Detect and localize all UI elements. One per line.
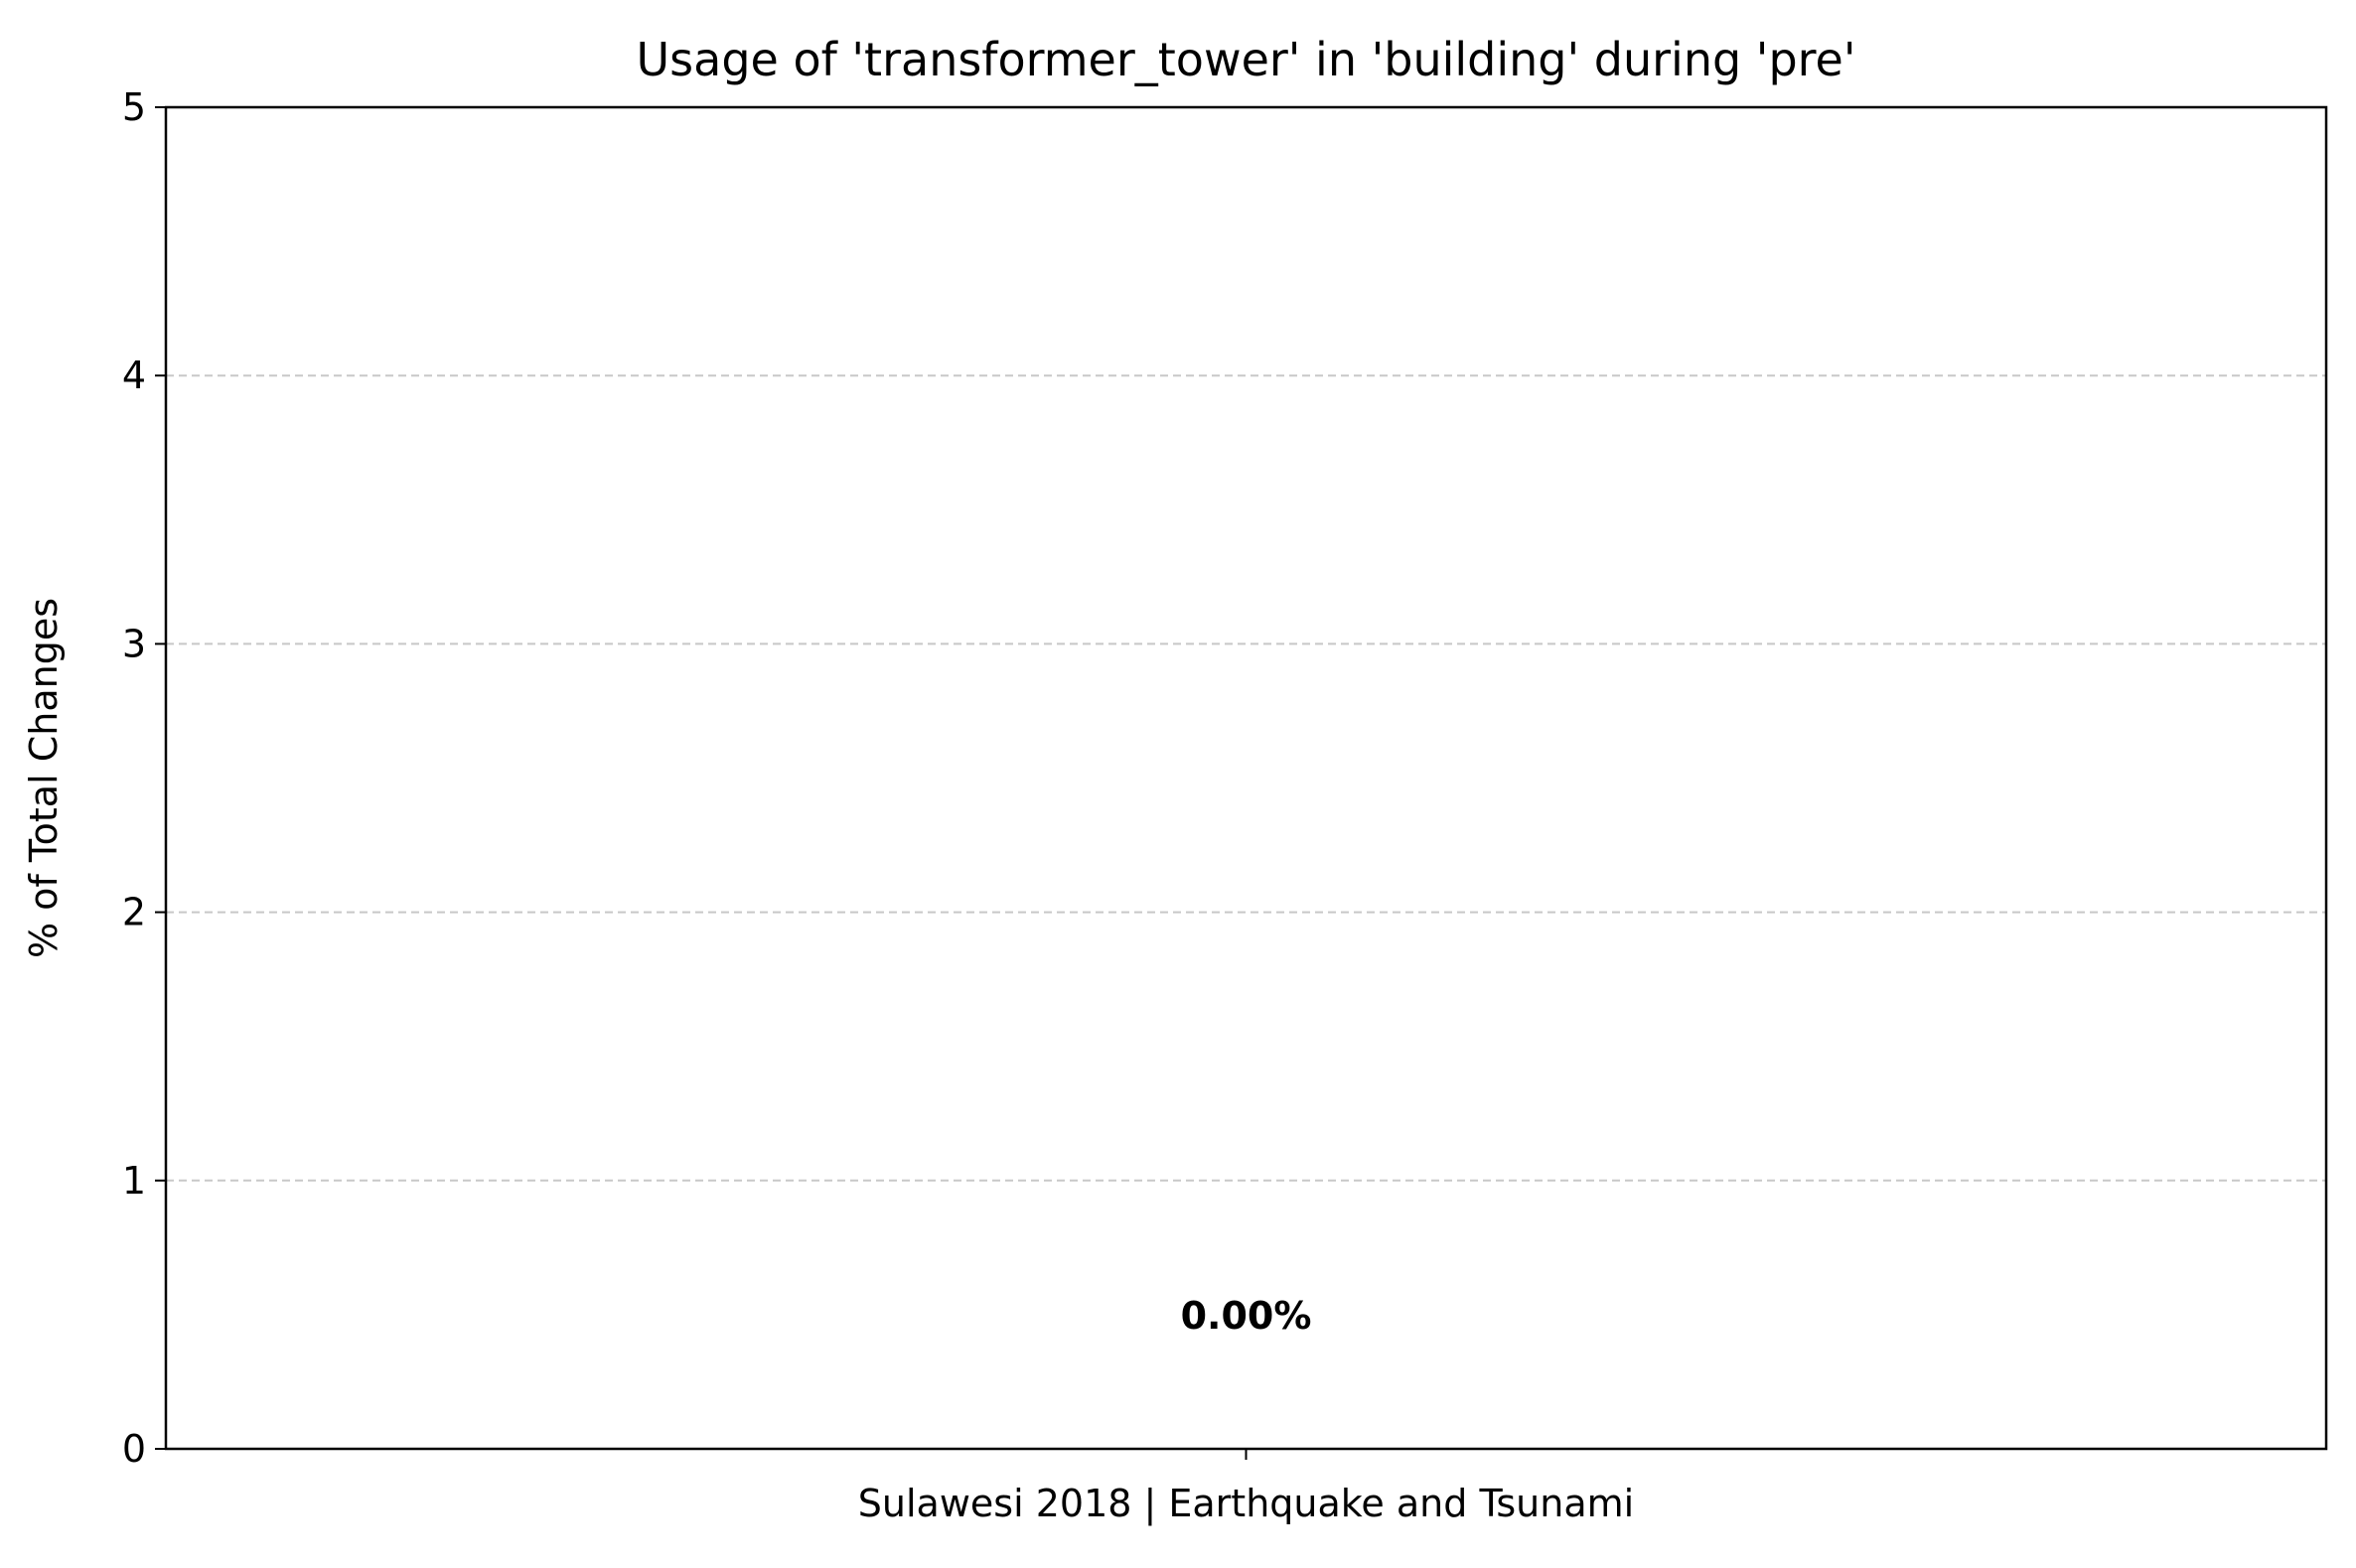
- x-tick-label: Sulawesi 2018 | Earthquake and Tsunami: [858, 1482, 1634, 1526]
- y-gridlines: [166, 374, 2326, 1182]
- y-tick-label: 0: [122, 1427, 146, 1471]
- chart-title: Usage of 'transformer_tower' in 'buildin…: [637, 33, 1856, 86]
- y-tick-label: 2: [122, 891, 146, 934]
- y-tick-label: 3: [122, 622, 146, 665]
- y-axis-ticks: 0 1 2 3 4 5: [122, 85, 166, 1471]
- y-tick-label: 5: [122, 85, 146, 129]
- x-axis-ticks: Sulawesi 2018 | Earthquake and Tsunami: [858, 1449, 1634, 1526]
- y-tick-label: 1: [122, 1159, 146, 1203]
- y-axis-title: % of Total Changes: [22, 598, 66, 958]
- y-tick-label: 4: [122, 354, 146, 397]
- data-label: 0.00%: [1181, 1294, 1312, 1338]
- data-labels: 0.00%: [1181, 1294, 1312, 1338]
